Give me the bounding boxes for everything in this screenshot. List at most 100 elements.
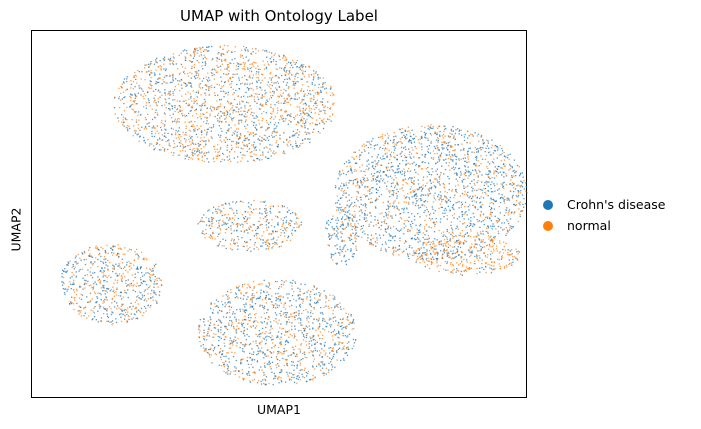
point-crohns — [129, 127, 131, 130]
point-crohns — [514, 188, 517, 190]
point-normal — [469, 142, 471, 144]
point-crohns — [244, 210, 246, 213]
point-crohns — [474, 164, 477, 167]
point-normal — [165, 140, 167, 143]
point-normal — [394, 200, 396, 202]
point-crohns — [345, 196, 347, 198]
point-normal — [200, 219, 202, 221]
point-crohns — [448, 151, 451, 153]
point-normal — [270, 87, 272, 90]
point-normal — [479, 214, 482, 216]
point-crohns — [104, 250, 107, 253]
point-normal — [304, 138, 306, 140]
point-normal — [147, 139, 149, 141]
point-crohns — [153, 72, 156, 74]
point-normal — [308, 105, 310, 107]
point-normal — [219, 227, 221, 229]
point-normal — [301, 98, 304, 101]
point-normal — [227, 45, 229, 47]
point-normal — [387, 225, 389, 227]
point-crohns — [219, 148, 222, 150]
point-normal — [303, 64, 305, 66]
point-crohns — [135, 268, 138, 270]
point-normal — [132, 285, 134, 287]
point-crohns — [141, 296, 144, 298]
point-normal — [280, 102, 282, 104]
point-normal — [124, 117, 126, 119]
point-crohns — [265, 129, 267, 131]
point-crohns — [125, 280, 127, 282]
point-crohns — [454, 194, 456, 196]
point-crohns — [462, 157, 464, 160]
point-normal — [256, 76, 258, 79]
point-crohns — [325, 87, 327, 89]
point-normal — [307, 85, 309, 88]
point-crohns — [277, 223, 279, 225]
point-crohns — [240, 83, 242, 85]
point-crohns — [198, 150, 200, 152]
point-crohns — [340, 185, 342, 187]
point-normal — [438, 183, 440, 185]
point-normal — [425, 206, 427, 208]
point-crohns — [230, 62, 232, 64]
point-crohns — [95, 302, 97, 304]
point-normal — [449, 256, 451, 258]
point-normal — [212, 72, 214, 74]
point-crohns — [273, 136, 275, 138]
point-normal — [353, 158, 355, 160]
point-normal — [204, 84, 206, 86]
point-normal — [474, 184, 476, 186]
point-crohns — [81, 252, 83, 254]
point-crohns — [461, 211, 463, 213]
point-crohns — [371, 192, 373, 194]
point-normal — [132, 81, 135, 83]
point-normal — [349, 165, 351, 167]
point-normal — [478, 169, 480, 172]
point-normal — [441, 257, 443, 259]
point-crohns — [163, 59, 165, 61]
point-crohns — [261, 213, 263, 215]
point-crohns — [418, 188, 420, 190]
point-normal — [358, 210, 360, 212]
point-crohns — [421, 252, 424, 254]
point-normal — [132, 135, 134, 137]
point-crohns — [76, 302, 78, 305]
point-crohns — [202, 46, 204, 48]
point-crohns — [130, 282, 132, 285]
point-normal — [428, 190, 430, 192]
point-normal — [433, 178, 436, 180]
point-crohns — [378, 195, 380, 198]
point-crohns — [162, 58, 164, 60]
point-crohns — [139, 135, 141, 137]
point-crohns — [440, 218, 442, 220]
point-normal — [93, 307, 95, 309]
point-normal — [355, 170, 357, 172]
point-crohns — [407, 255, 409, 257]
point-normal — [165, 82, 167, 84]
point-crohns — [419, 229, 421, 231]
point-crohns — [152, 125, 155, 127]
point-normal — [191, 86, 193, 88]
point-normal — [153, 127, 155, 129]
point-crohns — [368, 225, 370, 227]
point-normal — [475, 236, 477, 238]
point-crohns — [489, 154, 492, 156]
point-crohns — [244, 83, 246, 86]
point-normal — [508, 158, 510, 161]
point-crohns — [450, 250, 452, 252]
point-crohns — [485, 180, 487, 183]
point-normal — [146, 259, 148, 261]
point-crohns — [452, 155, 454, 157]
point-crohns — [234, 57, 236, 60]
point-crohns — [375, 233, 377, 235]
point-normal — [149, 84, 152, 86]
point-crohns — [120, 267, 122, 270]
point-crohns — [218, 154, 221, 157]
point-crohns — [287, 237, 289, 239]
point-normal — [184, 155, 186, 157]
point-normal — [211, 218, 213, 220]
point-normal — [246, 219, 248, 221]
point-crohns — [306, 112, 308, 114]
point-normal — [268, 64, 270, 66]
point-crohns — [151, 270, 153, 272]
